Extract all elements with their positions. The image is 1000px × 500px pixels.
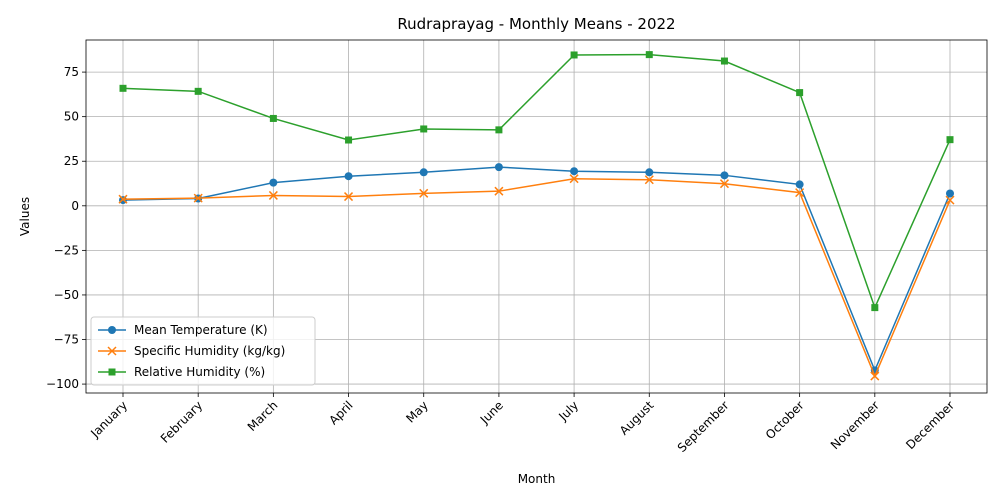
data-point — [870, 371, 880, 381]
data-point — [645, 168, 654, 177]
legend-label: Mean Temperature (K) — [134, 323, 268, 337]
y-tick-label: 50 — [64, 110, 79, 124]
data-point — [719, 179, 729, 189]
data-point — [118, 194, 128, 204]
legend-entry: Specific Humidity (kg/kg) — [98, 344, 285, 358]
y-axis-label: Values — [18, 197, 32, 236]
legend: Mean Temperature (K) Specific Humidity (k… — [90, 316, 316, 386]
y-tick-label: −75 — [54, 333, 79, 347]
data-point — [569, 174, 579, 184]
series-3 — [119, 51, 954, 312]
data-point — [193, 193, 203, 203]
data-point — [269, 178, 278, 187]
data-point — [795, 188, 805, 198]
y-tick-label: 75 — [64, 65, 79, 79]
data-point — [344, 172, 353, 181]
grid — [86, 40, 987, 393]
data-point — [570, 167, 579, 176]
plot-frame — [85, 39, 988, 394]
series-line — [122, 166, 951, 373]
data-point — [946, 189, 954, 198]
series-layer — [118, 51, 955, 381]
data-point — [945, 195, 955, 205]
data-point — [494, 163, 503, 172]
data-point — [645, 51, 653, 59]
data-point — [108, 368, 116, 376]
y-tick-label: −50 — [54, 288, 79, 302]
data-point — [269, 114, 277, 122]
series-2 — [118, 174, 955, 381]
data-point — [420, 125, 428, 133]
y-tick-label: 0 — [71, 199, 79, 213]
data-point — [644, 175, 654, 185]
legend-label: Specific Humidity (kg/kg) — [134, 344, 285, 358]
chart-title: Rudraprayag - Monthly Means - 2022 — [397, 15, 675, 33]
data-point — [107, 346, 117, 356]
data-point — [495, 126, 503, 134]
data-point — [344, 192, 354, 202]
data-point — [720, 57, 728, 65]
legend-entry: Relative Humidity (%) — [98, 365, 265, 379]
legend-box — [90, 316, 316, 386]
y-tick-label: −25 — [54, 243, 79, 257]
data-point — [796, 89, 804, 97]
data-point — [570, 51, 578, 59]
data-point — [720, 171, 729, 180]
data-point — [871, 304, 879, 312]
legend-entry: Mean Temperature (K) — [98, 323, 268, 337]
y-tick-label: −100 — [46, 377, 79, 391]
x-axis-label: Month — [518, 472, 556, 486]
series-line — [122, 53, 951, 310]
series-line — [122, 177, 951, 379]
data-point — [494, 186, 504, 196]
data-point — [194, 87, 202, 95]
data-point — [419, 168, 428, 177]
data-point — [795, 180, 804, 189]
data-point — [119, 84, 127, 92]
data-point — [108, 326, 116, 334]
y-tick-label: 25 — [64, 154, 79, 168]
legend-label: Relative Humidity (%) — [134, 365, 265, 379]
data-point — [268, 190, 278, 200]
data-point — [345, 136, 353, 144]
data-point — [946, 136, 954, 144]
data-point — [419, 188, 429, 198]
